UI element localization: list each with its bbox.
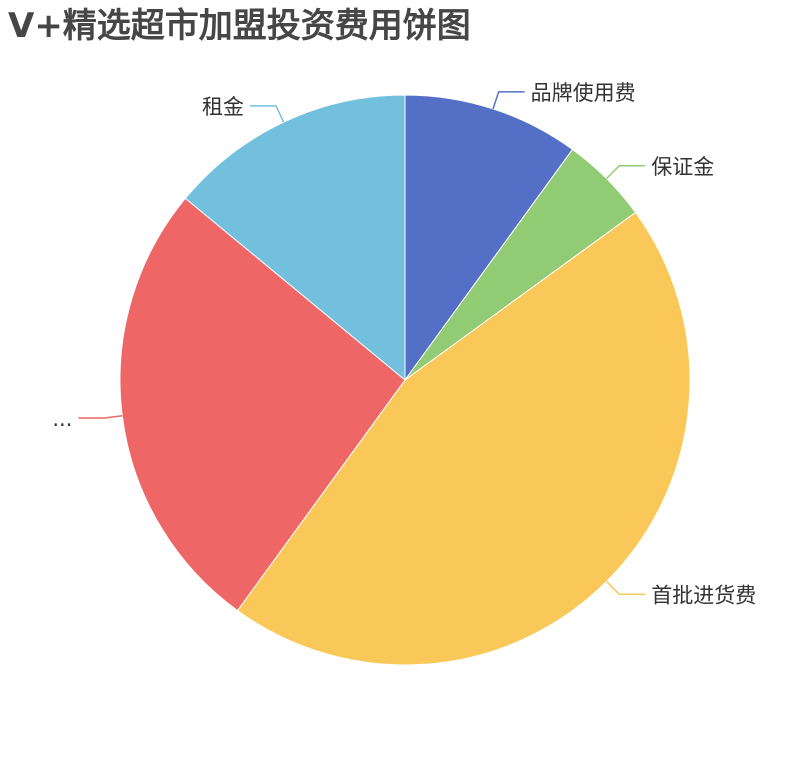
pie-slice[interactable] [184,94,406,382]
slice-label: 保证金 [651,155,714,179]
slice-leader-line [78,414,123,419]
pie-slice[interactable] [236,211,691,666]
slice-label: 品牌使用费 [531,81,636,105]
slice-label: 首批进货费 [651,583,756,607]
slice-label: 租金 [202,95,244,119]
slice-leader-line [605,580,646,595]
chart-title: V+精选超市加盟投资费用饼图 [8,6,471,46]
slice-label: ... [52,407,72,431]
slice-leader-line [492,91,525,110]
pie-slice[interactable] [404,94,574,382]
slice-leader-line [605,165,646,180]
slice-leader-line [249,105,285,123]
